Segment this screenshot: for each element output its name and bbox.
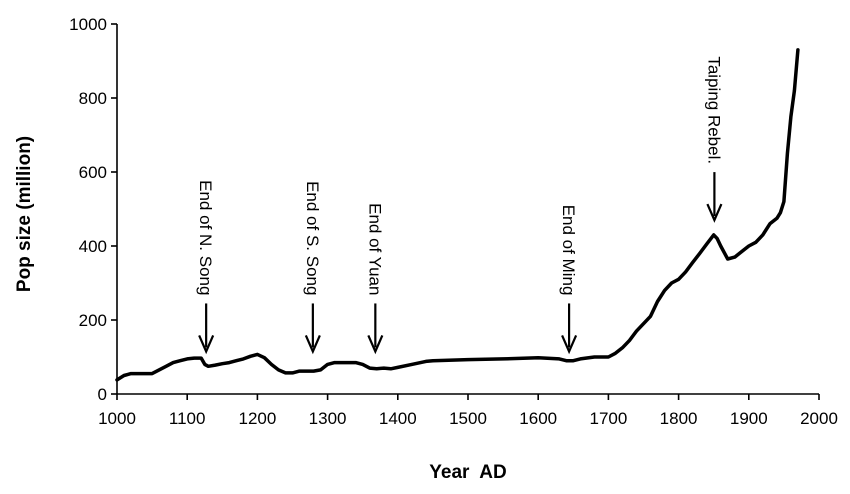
arrow-down-icon <box>304 335 321 355</box>
arrow-down-icon <box>706 203 723 223</box>
annotation-label: End of Ming <box>559 205 578 296</box>
arrow-down-icon <box>367 335 384 355</box>
x-tick-label: 1400 <box>379 409 417 428</box>
axes: 1000 1100 1200 1300 1400 1500 1600 1700 1800 1900… <box>69 15 838 428</box>
y-tick-label: 600 <box>79 163 107 182</box>
x-tick-label: 1000 <box>98 409 136 428</box>
y-tick-label: 200 <box>79 311 107 330</box>
y-tick-label: 400 <box>79 237 107 256</box>
x-tick-label: 1800 <box>660 409 698 428</box>
x-tick-label: 1200 <box>238 409 276 428</box>
y-tick-label: 1000 <box>69 15 107 34</box>
x-tick-label: 1900 <box>730 409 768 428</box>
y-tick-label: 800 <box>79 89 107 108</box>
y-ticks: 0 200 400 600 800 1000 <box>69 15 117 404</box>
x-tick-label: 1500 <box>449 409 487 428</box>
x-tick-label: 1700 <box>589 409 627 428</box>
annotation: Taiping Rebel. <box>704 56 723 223</box>
annotation: End of N. Song <box>196 180 215 355</box>
arrow-down-icon <box>198 335 215 355</box>
annotation-label: End of Yuan <box>365 203 384 295</box>
x-tick-label: 1100 <box>169 409 206 428</box>
annotation: End of S. Song <box>303 181 322 355</box>
annotations: End of N. Song End of S. Song End of Yuan E… <box>196 56 723 355</box>
annotation-label: End of N. Song <box>196 180 215 295</box>
annotation: End of Yuan <box>365 203 384 355</box>
y-tick-label: 0 <box>98 385 107 404</box>
x-tick-label: 2000 <box>800 409 838 428</box>
y-axis-title: Pop size (million) <box>14 136 35 292</box>
x-ticks: 1000 1100 1200 1300 1400 1500 1600 1700 1800 1900… <box>98 394 838 428</box>
x-tick-label: 1300 <box>309 409 347 428</box>
x-tick-label: 1600 <box>519 409 557 428</box>
x-axis-title: Year AD <box>429 462 506 483</box>
population-series-line <box>115 48 800 382</box>
arrow-down-icon <box>561 335 578 355</box>
annotation-label: End of S. Song <box>303 181 322 295</box>
annotation: End of Ming <box>559 205 578 355</box>
annotation-label: Taiping Rebel. <box>704 56 723 164</box>
